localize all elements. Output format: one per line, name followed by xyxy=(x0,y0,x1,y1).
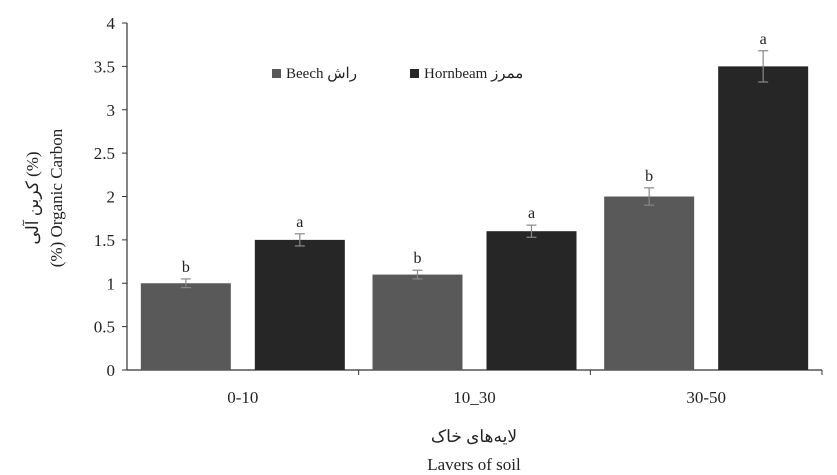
x-axis: 0-10 10_30 30-50 xyxy=(127,369,823,407)
significance-label: b xyxy=(414,250,422,267)
significance-label: b xyxy=(645,168,653,185)
legend: Beech راش Hornbeam ممرز xyxy=(272,66,523,82)
x-tick-label: 0-10 xyxy=(227,388,258,407)
y-tick-label: 2 xyxy=(107,188,116,207)
legend-label: Hornbeam ممرز xyxy=(424,66,523,82)
legend-label: Beech راش xyxy=(286,66,357,82)
x-tick-label: 30-50 xyxy=(686,388,726,407)
y-tick-label: 4 xyxy=(107,14,116,33)
significance-label: a xyxy=(528,205,535,222)
y-axis: 0 0.5 1 1.5 2 2.5 3 3.5 4 xyxy=(94,14,128,380)
bars: b b b a a a xyxy=(140,31,809,370)
y-tick-label: 3.5 xyxy=(94,57,115,76)
y-tick-label: 3 xyxy=(107,101,116,120)
significance-label: a xyxy=(760,31,767,48)
x-axis-title: Lavers of soil xyxy=(427,455,521,474)
y-tick-label: 1.5 xyxy=(94,231,115,250)
y-tick-label: 1 xyxy=(107,274,116,293)
y-axis-title-persian: کربن آلی (%) xyxy=(21,151,43,244)
y-tick-label: 0 xyxy=(107,361,116,380)
bar-hornbeam xyxy=(486,231,577,370)
bar-hornbeam xyxy=(718,66,809,370)
bar-beech xyxy=(372,274,463,370)
y-tick-label: 0.5 xyxy=(94,318,115,337)
bar-beech xyxy=(604,196,695,370)
y-axis-title: (%) Organic Carbon xyxy=(47,128,66,267)
bar-hornbeam xyxy=(254,239,345,370)
legend-swatch xyxy=(272,69,281,78)
legend-swatch xyxy=(410,69,419,78)
significance-label: b xyxy=(182,259,190,276)
y-tick-label: 2.5 xyxy=(94,144,115,163)
x-tick-label: 10_30 xyxy=(453,388,496,407)
x-axis-title-persian: لایه‌های خاک xyxy=(431,427,517,446)
bar-beech xyxy=(140,283,231,370)
significance-label: a xyxy=(296,214,303,231)
